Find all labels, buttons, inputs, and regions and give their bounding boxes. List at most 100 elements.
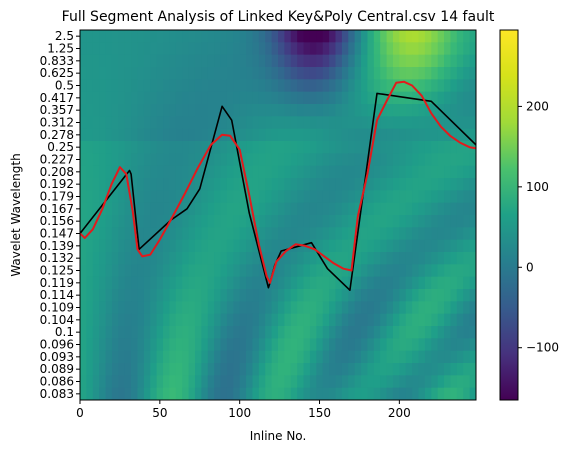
heatmap-cell [386, 178, 394, 191]
heatmap-cell [246, 276, 254, 290]
heatmap-cell [143, 30, 151, 43]
heatmap-cell [412, 264, 420, 278]
heatmap-cell [348, 190, 356, 204]
heatmap-cell [169, 387, 177, 400]
heatmap-cell [322, 338, 330, 352]
heatmap-cell [233, 227, 241, 241]
heatmap-cell [265, 301, 273, 315]
heatmap-cell [182, 190, 190, 204]
heatmap-cell [444, 338, 452, 352]
heatmap-cell [463, 264, 471, 278]
heatmap-cell [450, 128, 458, 142]
heatmap-cell [246, 326, 254, 339]
heatmap-cell [220, 91, 228, 105]
heatmap-cell [169, 202, 177, 216]
heatmap-cell [437, 190, 445, 204]
heatmap-cell [265, 128, 273, 142]
heatmap-cell [373, 301, 381, 315]
heatmap-cell [220, 67, 228, 80]
heatmap-cell [258, 91, 266, 105]
heatmap-cell [143, 313, 151, 327]
heatmap-cell [469, 153, 476, 167]
heatmap-cell [278, 202, 285, 216]
heatmap-cell [322, 313, 330, 327]
heatmap-cell [405, 128, 413, 142]
heatmap-cell [361, 227, 369, 241]
heatmap-cell [361, 387, 369, 400]
heatmap-cell [309, 350, 317, 364]
heatmap-cell [175, 30, 183, 43]
heatmap-cell [278, 42, 285, 56]
heatmap-cell [105, 239, 113, 253]
heatmap-cell [220, 313, 228, 327]
heatmap-cell [297, 30, 305, 43]
heatmap-cell [239, 190, 247, 204]
colorbar-tick-label: −100 [526, 341, 559, 355]
heatmap-cell [188, 104, 196, 117]
heatmap-cell [348, 178, 356, 191]
heatmap-cell [220, 178, 228, 191]
heatmap-cell [348, 313, 356, 327]
heatmap-cell [201, 276, 209, 290]
heatmap-cell [194, 264, 202, 278]
heatmap-cell [188, 264, 196, 278]
heatmap-cell [437, 153, 445, 167]
heatmap-cell [450, 227, 458, 241]
heatmap-cell [131, 67, 139, 80]
heatmap-cell [303, 91, 311, 105]
heatmap-cell [303, 301, 311, 315]
heatmap-cell [201, 104, 209, 117]
heatmap-cell [131, 128, 139, 142]
heatmap-cell [399, 91, 407, 105]
heatmap-cell [111, 313, 119, 327]
heatmap-cell [118, 141, 126, 154]
heatmap-cell [367, 54, 375, 68]
heatmap-cell [341, 387, 349, 400]
heatmap-cell [131, 178, 139, 191]
heatmap-cell [118, 153, 126, 167]
heatmap-cell [309, 363, 317, 376]
heatmap-cell [246, 350, 254, 364]
heatmap-cell [163, 91, 171, 105]
heatmap-cell [431, 239, 439, 253]
heatmap-cell [431, 128, 439, 142]
heatmap-cell [233, 252, 241, 265]
heatmap-cell [137, 141, 145, 154]
heatmap-cell [367, 338, 375, 352]
heatmap-cell [118, 54, 126, 68]
heatmap-cell [131, 116, 139, 130]
heatmap-cell [424, 116, 432, 130]
heatmap-cell [309, 67, 317, 80]
heatmap-cell [118, 79, 126, 93]
heatmap-cell [258, 338, 266, 352]
heatmap-cell [450, 42, 458, 56]
heatmap-cell [444, 301, 452, 315]
heatmap-cell [137, 215, 145, 228]
heatmap-cell [201, 289, 209, 302]
heatmap-cell [80, 239, 87, 253]
heatmap-cell [418, 42, 426, 56]
heatmap-cell [105, 79, 113, 93]
heatmap-cell [367, 67, 375, 80]
heatmap-cell [258, 350, 266, 364]
heatmap-cell [361, 91, 369, 105]
heatmap-cell [118, 42, 126, 56]
heatmap-cell [258, 276, 266, 290]
heatmap-cell [163, 276, 171, 290]
heatmap-cell [143, 178, 151, 191]
heatmap-cell [424, 276, 432, 290]
heatmap-cell [431, 116, 439, 130]
heatmap-cell [444, 227, 452, 241]
heatmap-cell [207, 252, 215, 265]
heatmap-cell [444, 363, 452, 376]
heatmap-cell [348, 54, 356, 68]
heatmap-cell [322, 227, 330, 241]
heatmap-cell [354, 30, 362, 43]
heatmap-cell [252, 178, 260, 191]
heatmap-cell [373, 141, 381, 154]
heatmap-cell [271, 79, 279, 93]
heatmap-cell [188, 91, 196, 105]
heatmap-cell [105, 313, 113, 327]
heatmap-cell [386, 289, 394, 302]
heatmap-cell [335, 215, 343, 228]
